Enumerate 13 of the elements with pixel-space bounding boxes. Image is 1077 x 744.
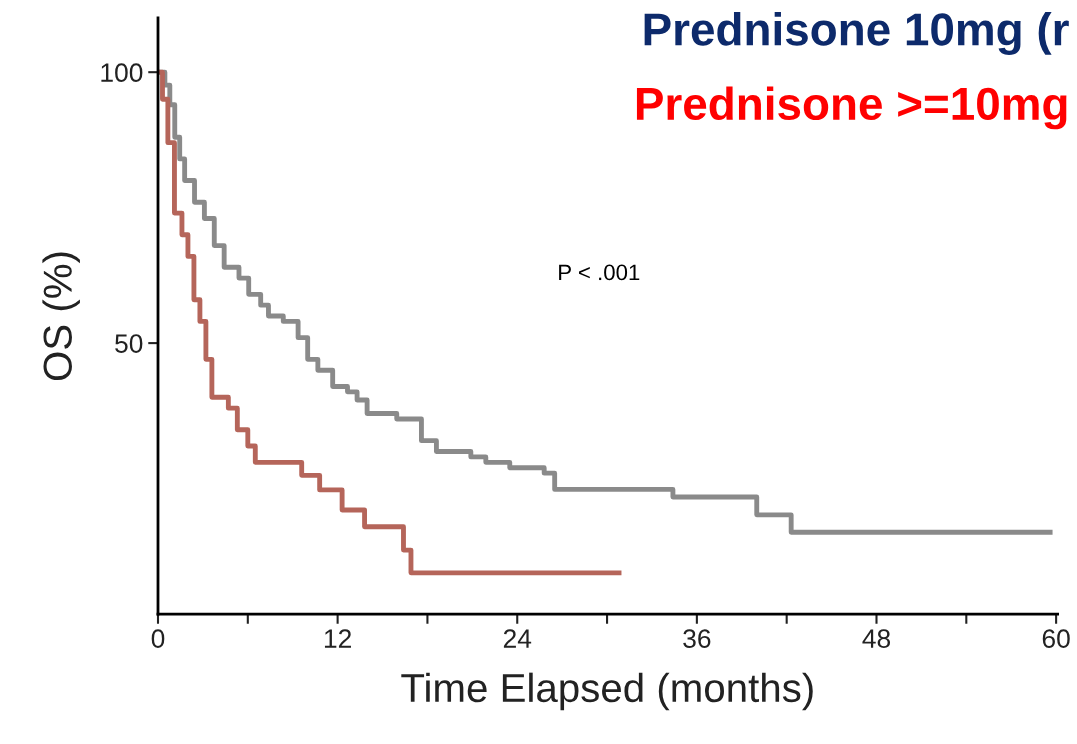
x-tick-label: 12 xyxy=(324,629,351,648)
y-axis-title: OS (%) xyxy=(42,252,80,381)
x-tick-label: 60 xyxy=(1042,629,1070,648)
x-tick-label: 36 xyxy=(683,629,711,648)
y-tick-label: 100 xyxy=(101,63,143,83)
chart-title: Prednisone 10mg (r xyxy=(644,12,1069,55)
y-tick-label: 50 xyxy=(115,334,143,353)
text: Prednisone >=10mg xyxy=(636,86,1067,130)
annotation: P < .001 xyxy=(559,264,640,281)
x-tick-label: 0 xyxy=(151,629,165,648)
x-tick-label: 24 xyxy=(503,629,532,648)
x-tick-label: 48 xyxy=(862,629,891,648)
x-axis-title: Time Elapsed (months) xyxy=(401,672,813,711)
